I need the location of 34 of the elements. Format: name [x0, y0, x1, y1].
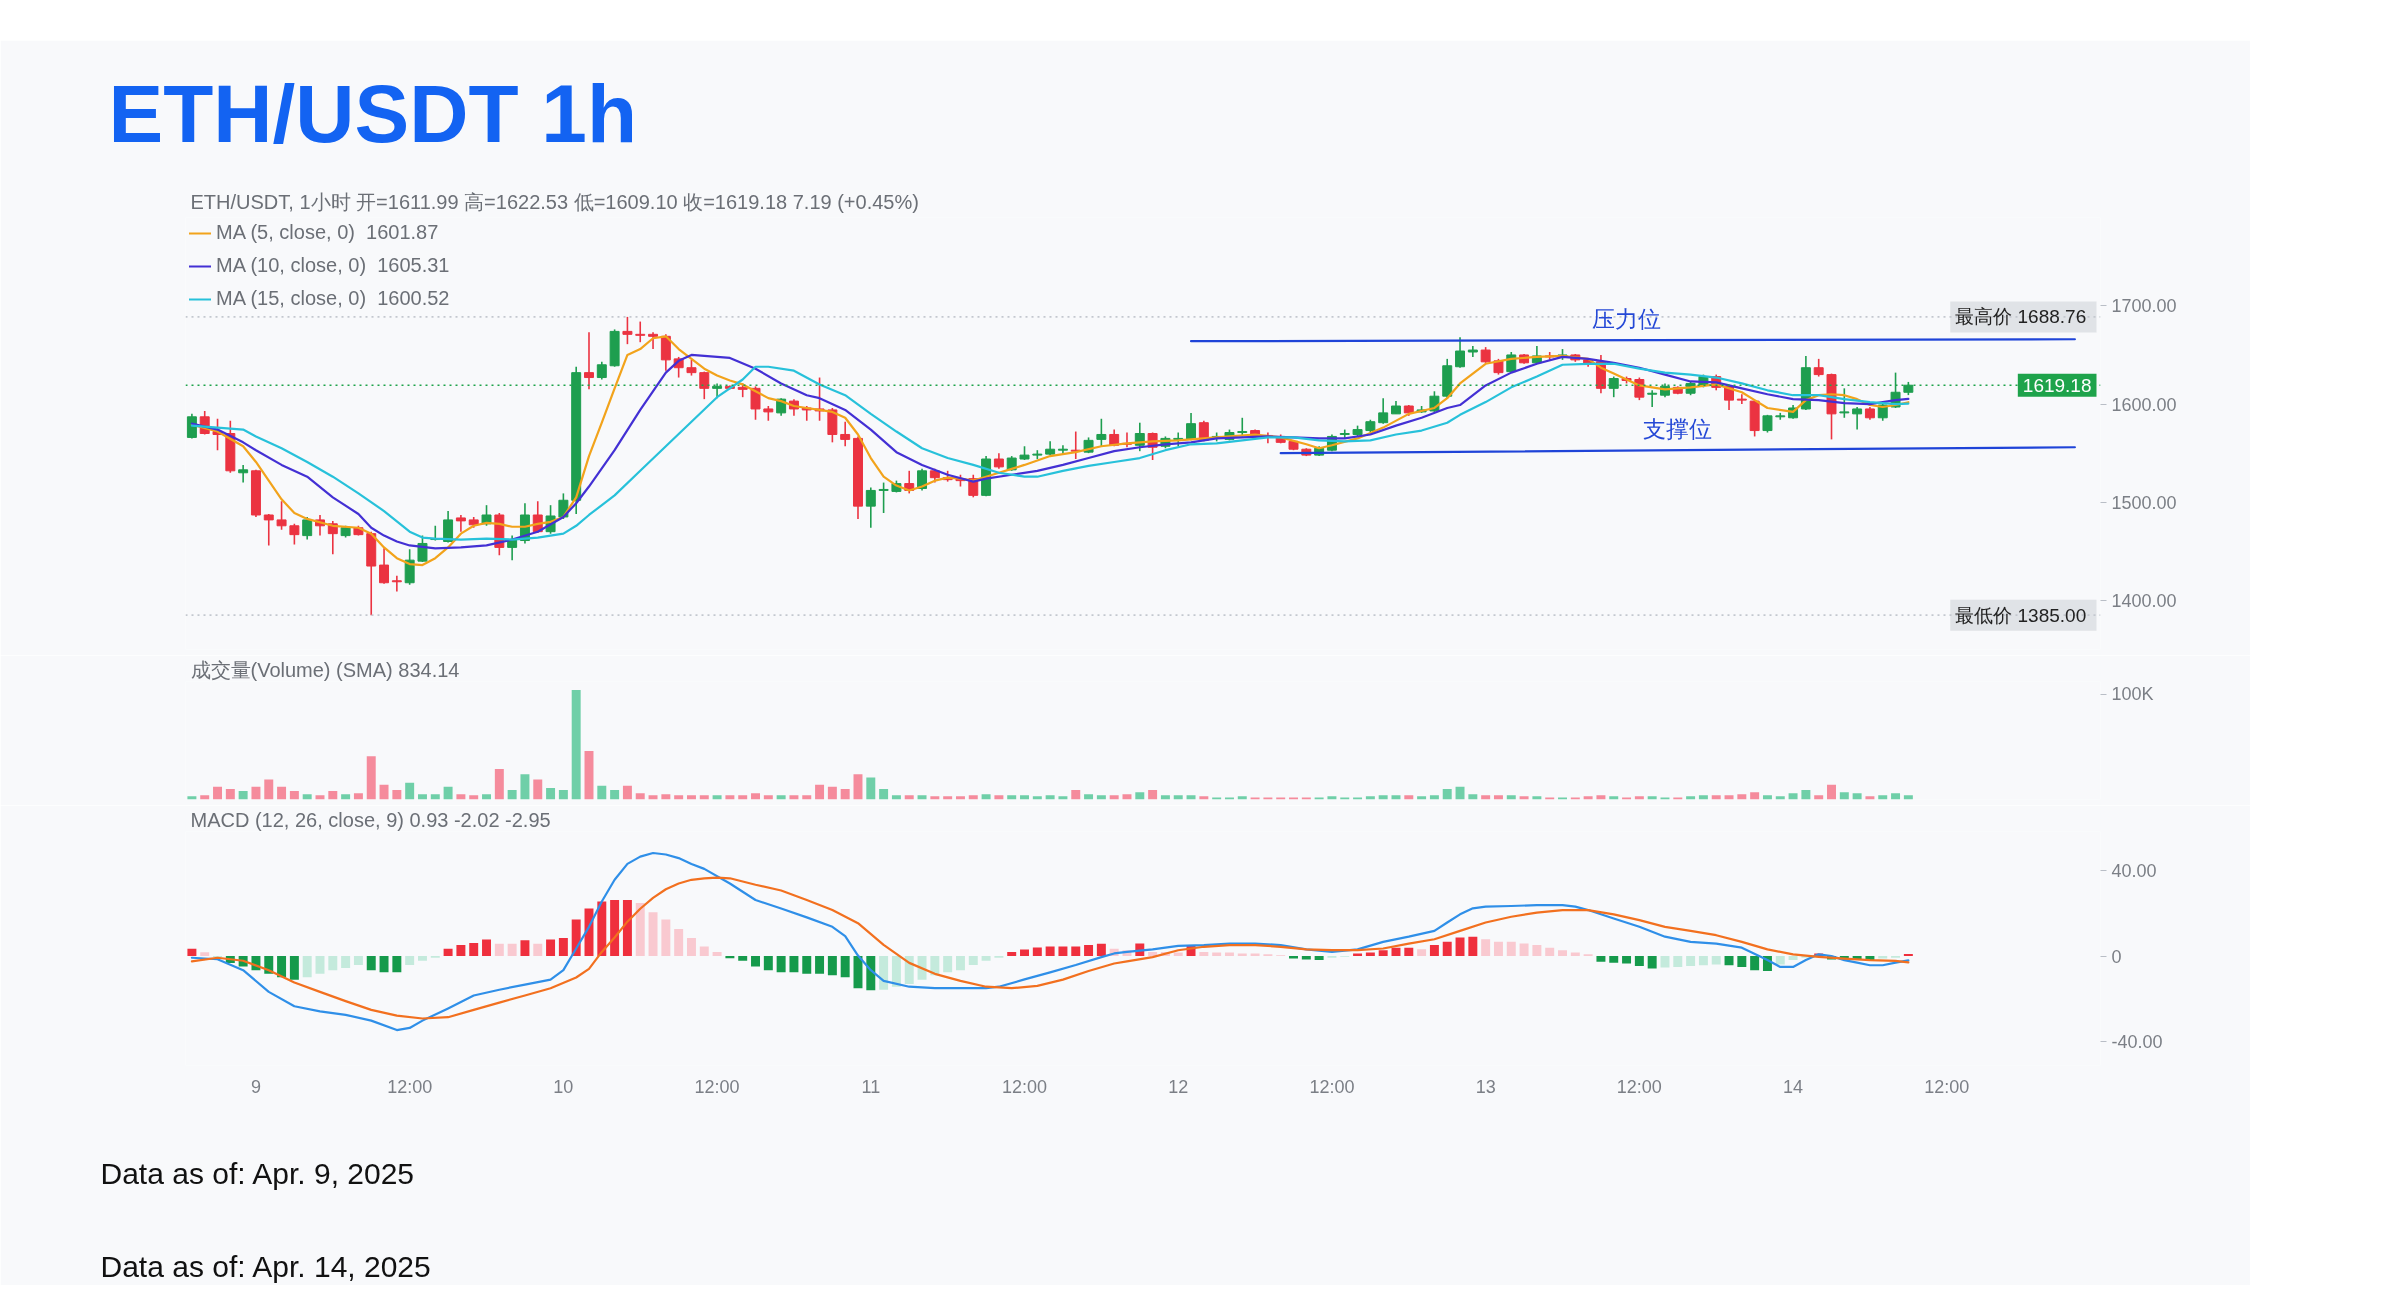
- legend-label: MA (10, close, 0) 1605.31: [216, 254, 450, 277]
- ref-line-label: 最低价 1385.00: [1955, 604, 2087, 626]
- x-tick-label: 12:00: [1001, 1076, 1048, 1097]
- x-tick-label: 10: [553, 1076, 574, 1097]
- x-tick-label: 12: [1168, 1076, 1189, 1097]
- x-tick-label: 12:00: [1924, 1076, 1970, 1097]
- x-tick-label: 14: [1783, 1076, 1804, 1097]
- y-tick-label: -40.00: [2111, 1032, 2163, 1053]
- x-tick-label: 12:00: [1616, 1076, 1662, 1097]
- chart-subtitle: ETH/USDT, 1小时 开=1611.99 高=1622.53 低=1609.10 收=1619.18 7.19 (+0.45%): [190, 190, 919, 213]
- x-tick-label: 11: [861, 1076, 881, 1097]
- chart-title: MACD (12, 26, close, 9) 0.93 -2.02 -2.95: [190, 808, 551, 831]
- x-tick-label: 12:00: [694, 1076, 740, 1097]
- x-tick-label: 12:00: [387, 1076, 433, 1097]
- ref-line-label: 1619.18: [2022, 374, 2092, 396]
- x-tick-label: 13: [1475, 1076, 1496, 1097]
- x-tick-label: 9: [250, 1076, 261, 1097]
- y-tick-label: 40.00: [2111, 860, 2157, 881]
- annotation: 支撑位: [1643, 416, 1713, 443]
- y-tick-label: 1600.00: [2111, 394, 2177, 415]
- legend-label: MA (15, close, 0) 1600.52: [216, 287, 450, 310]
- ref-line-label: 最高价 1688.76: [1955, 306, 2087, 328]
- y-tick-label: 100K: [2111, 684, 2154, 705]
- annotation: 压力位: [1592, 306, 1662, 333]
- y-tick-label: 1500.00: [2111, 492, 2177, 513]
- chart-title: 成交量(Volume) (SMA) 834.14: [190, 658, 460, 681]
- x-tick-label: 12:00: [1309, 1076, 1355, 1097]
- legend-label: MA (5, close, 0) 1601.87: [216, 221, 439, 244]
- y-tick-label: 1700.00: [2111, 296, 2177, 317]
- y-tick-label: 0: [2111, 946, 2122, 967]
- chart-title: ETH/USDT 1h: [108, 67, 637, 159]
- text: Data as of: Apr. 14, 2025: [100, 1249, 431, 1283]
- y-tick-label: 1400.00: [2111, 590, 2177, 611]
- text: Data as of: Apr. 9, 2025: [100, 1156, 415, 1190]
